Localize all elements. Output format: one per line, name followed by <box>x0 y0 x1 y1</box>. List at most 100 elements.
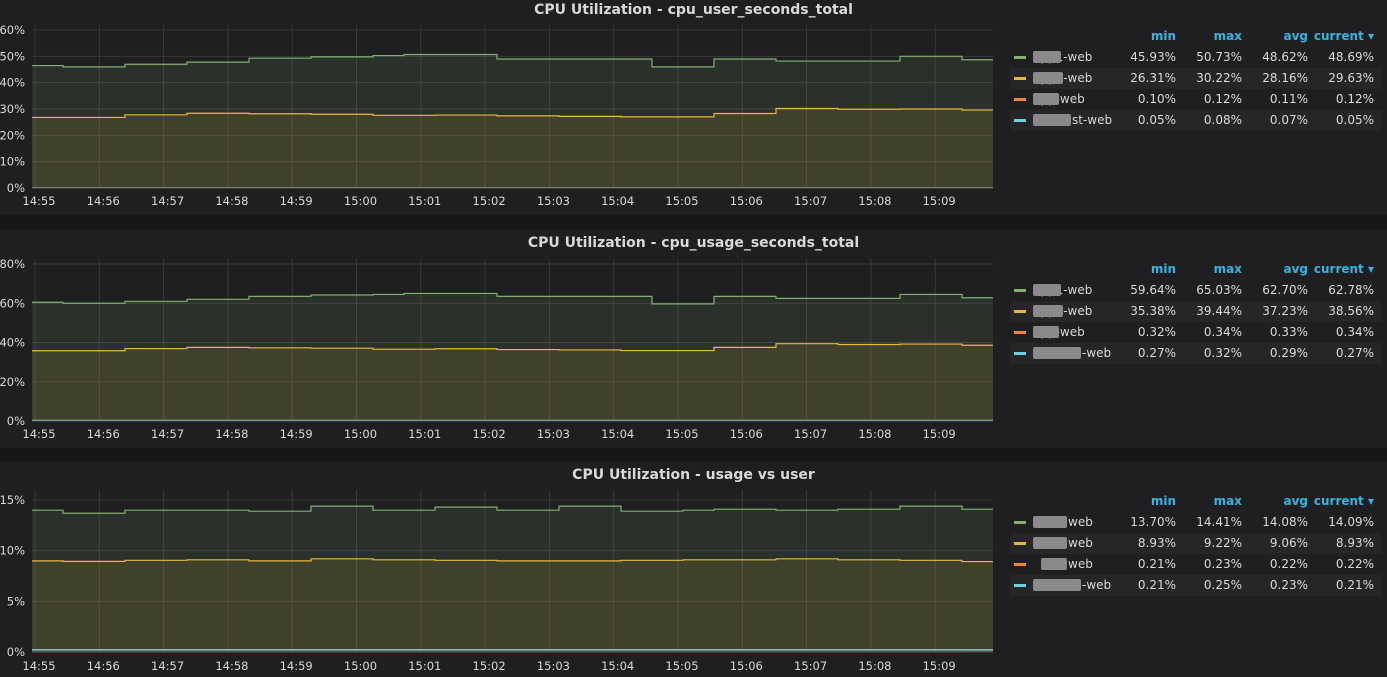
legend-row[interactable]: web 0.21% 0.23% 0.22% 0.22% <box>1010 554 1382 575</box>
legend-avg-value: 9.06% <box>1269 536 1308 550</box>
legend-row[interactable]: app3-web 26.31% 30.22% 28.16% 29.63% <box>1010 68 1382 89</box>
chart-plot[interactable]: 0% 10% 20% 30% 40% 50% 60% 14:55 14:56 14:57 14:58… <box>0 0 1000 215</box>
legend-row[interactable]: app-web 0.10% 0.12% 0.11% 0.12% <box>1010 89 1382 110</box>
x-tick-label: 15:05 <box>665 194 698 208</box>
legend-current-value: 0.27% <box>1335 346 1374 360</box>
legend-min-value: 8.93% <box>1137 536 1176 550</box>
series-area <box>32 506 993 652</box>
y-tick-label: 0% <box>7 645 25 659</box>
legend-row[interactable]: web 13.70% 14.41% 14.08% 14.09% <box>1010 512 1382 533</box>
legend-header-avg[interactable]: avg <box>1283 29 1308 43</box>
legend-series-name: -web <box>1082 346 1112 360</box>
legend-min-value: 13.70% <box>1130 515 1176 529</box>
chart-plot[interactable]: 0% 20% 40% 60% 80% 14:55 14:56 14:57 14:58 14:59 1… <box>0 229 1000 448</box>
legend-current-value: 0.21% <box>1335 578 1374 592</box>
legend-max-value: 39.44% <box>1196 304 1242 318</box>
legend-row[interactable]: app1-web 59.64% 65.03% 62.70% 62.78% <box>1010 280 1382 301</box>
x-tick-label: 15:05 <box>665 427 698 441</box>
legend-avg-value: 48.62% <box>1262 50 1308 64</box>
series-color-swatch <box>1014 77 1026 80</box>
series-color-swatch <box>1014 521 1026 524</box>
x-tick-label: 14:57 <box>151 194 184 208</box>
legend-row[interactable]: st-web 0.05% 0.08% 0.07% 0.05% <box>1010 110 1382 131</box>
redaction-mask <box>1033 516 1067 528</box>
panel-title[interactable]: CPU Utilization - cpu_user_seconds_total <box>534 2 853 18</box>
redaction-mask <box>1033 284 1061 296</box>
legend-row[interactable]: app-web 0.32% 0.34% 0.33% 0.34% <box>1010 322 1382 343</box>
legend-max-value: 30.22% <box>1196 71 1242 85</box>
panel-usage-vs-user: CPU Utilization - usage vs user 0% 5% 10% 1… <box>0 461 1387 677</box>
x-tick-label: 15:00 <box>344 427 377 441</box>
x-tick-label: 15:01 <box>408 659 441 673</box>
legend-max-value: 0.32% <box>1203 346 1242 360</box>
legend-header-max[interactable]: max <box>1213 29 1242 43</box>
legend-header-avg[interactable]: avg <box>1283 262 1308 276</box>
x-tick-label: 15:05 <box>665 659 698 673</box>
legend-min-value: 59.64% <box>1130 283 1176 297</box>
redaction-mask <box>1033 326 1059 338</box>
series-color-swatch <box>1014 563 1026 566</box>
x-tick-label: 14:57 <box>151 427 184 441</box>
legend-header-max[interactable]: max <box>1213 494 1242 508</box>
x-tick-label: 15:00 <box>344 659 377 673</box>
x-tick-label: 15:01 <box>408 194 441 208</box>
series-line <box>32 53 993 68</box>
legend-header-min[interactable]: min <box>1150 494 1176 508</box>
legend-header-min[interactable]: min <box>1150 262 1176 276</box>
y-tick-label: 5% <box>7 594 25 608</box>
legend-row[interactable]: web 8.93% 9.22% 9.06% 8.93% <box>1010 533 1382 554</box>
x-tick-label: 15:04 <box>601 659 634 673</box>
legend-avg-value: 0.33% <box>1269 325 1308 339</box>
legend-min-value: 0.27% <box>1137 346 1176 360</box>
x-tick-label: 14:59 <box>280 659 313 673</box>
legend-avg-value: 62.70% <box>1262 283 1308 297</box>
legend-row[interactable]: app3-web 35.38% 39.44% 37.23% 38.56% <box>1010 301 1382 322</box>
legend-max-value: 0.34% <box>1203 325 1242 339</box>
legend-row[interactable]: app1-web 45.93% 50.73% 48.62% 48.69% <box>1010 47 1382 68</box>
legend-max-value: 0.23% <box>1203 557 1242 571</box>
legend-row[interactable]: -web 0.27% 0.32% 0.29% 0.27% <box>1010 343 1382 364</box>
legend-current-value: 38.56% <box>1328 304 1374 318</box>
panel-title[interactable]: CPU Utilization - cpu_usage_seconds_tota… <box>527 235 860 251</box>
legend-header-current[interactable]: current ▾ <box>1313 262 1374 276</box>
legend-header-current[interactable]: current ▾ <box>1313 494 1374 508</box>
chart-plot[interactable]: 0% 5% 10% 15% 14:55 14:56 14:57 14:58 14:59 15:00… <box>0 461 1000 677</box>
legend-header-avg[interactable]: avg <box>1283 494 1308 508</box>
x-tick-label: 15:04 <box>601 194 634 208</box>
redaction-mask <box>1041 558 1067 570</box>
redaction-mask <box>1033 579 1081 591</box>
x-tick-label: 15:02 <box>473 427 506 441</box>
x-tick-label: 15:08 <box>858 427 891 441</box>
series-color-swatch <box>1014 310 1026 313</box>
x-tick-label: 15:00 <box>344 194 377 208</box>
panel-title[interactable]: CPU Utilization - usage vs user <box>572 467 815 483</box>
series-color-swatch <box>1014 98 1026 101</box>
y-tick-label: 20% <box>0 375 25 389</box>
y-tick-label: 60% <box>0 23 25 37</box>
series-color-swatch <box>1014 542 1026 545</box>
panel-cpu-user: CPU Utilization - cpu_user_seconds_total… <box>0 0 1387 215</box>
legend-header-current[interactable]: current ▾ <box>1313 29 1374 43</box>
x-tick-label: 15:09 <box>923 659 956 673</box>
legend-header-min[interactable]: min <box>1150 29 1176 43</box>
legend-header-max[interactable]: max <box>1213 262 1242 276</box>
x-tick-label: 15:03 <box>537 427 570 441</box>
legend-min-value: 0.10% <box>1137 92 1176 106</box>
x-tick-label: 14:58 <box>215 194 248 208</box>
legend-avg-value: 14.08% <box>1262 515 1308 529</box>
x-tick-label: 14:55 <box>22 194 55 208</box>
x-tick-label: 15:08 <box>858 659 891 673</box>
legend-row[interactable]: -web 0.21% 0.25% 0.23% 0.21% <box>1010 575 1382 596</box>
x-tick-label: 14:55 <box>22 427 55 441</box>
legend-current-value: 62.78% <box>1328 283 1374 297</box>
legend-min-value: 26.31% <box>1130 71 1176 85</box>
legend-current-value: 8.93% <box>1335 536 1374 550</box>
x-tick-label: 14:59 <box>280 194 313 208</box>
series-area <box>32 293 993 421</box>
legend-max-value: 14.41% <box>1196 515 1242 529</box>
legend-series-name: web <box>1068 536 1093 550</box>
series-color-swatch <box>1014 119 1026 122</box>
x-tick-label: 15:07 <box>794 194 827 208</box>
redaction-mask <box>1033 305 1063 317</box>
legend-min-value: 0.21% <box>1137 557 1176 571</box>
